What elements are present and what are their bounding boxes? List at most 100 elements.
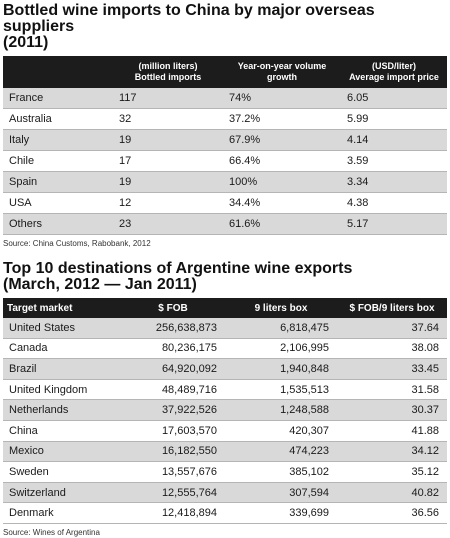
imports-cell-growth: 61.6%	[223, 213, 341, 235]
imports-cell-volume: 17	[113, 150, 223, 172]
exports-cell-fob-per-box: 30.37	[337, 399, 447, 421]
imports-cell-growth: 74%	[223, 88, 341, 109]
imports-cell-volume: 117	[113, 88, 223, 109]
exports-cell-fob-per-box: 36.56	[337, 502, 447, 524]
exports-cell-boxes: 6,818,475	[225, 318, 337, 339]
imports-row: USA 12 34.4% 4.38	[3, 192, 447, 214]
exports-cell-fob-per-box: 34.12	[337, 441, 447, 463]
exports-source: Source: Wines of Argentina	[3, 527, 100, 537]
exports-cell-market: United Kingdom	[3, 379, 121, 401]
imports-cell-price: 6.05	[341, 88, 447, 109]
imports-row: Australia 32 37.2% 5.99	[3, 108, 447, 130]
imports-row: Chile 17 66.4% 3.59	[3, 150, 447, 172]
imports-cell-price: 4.14	[341, 129, 447, 151]
exports-cell-fob-per-box: 35.12	[337, 461, 447, 483]
exports-cell-fob: 12,555,764	[121, 482, 225, 504]
imports-cell-price: 5.99	[341, 108, 447, 130]
exports-cell-market: Brazil	[3, 358, 121, 380]
imports-row: France 117 74% 6.05	[3, 88, 447, 109]
exports-cell-fob-per-box: 41.88	[337, 420, 447, 442]
exports-row: Brazil 64,920,092 1,940,848 33.45	[3, 358, 447, 380]
exports-title-line2: (March, 2012 — Jan 2011)	[3, 276, 197, 293]
exports-cell-fob: 17,603,570	[121, 420, 225, 442]
imports-header-growth-line2: growth	[267, 72, 297, 82]
imports-cell-country: Chile	[3, 150, 113, 172]
exports-row: China 17,603,570 420,307 41.88	[3, 420, 447, 442]
imports-header-price-unit: (USD/liter)	[371, 61, 416, 71]
imports-cell-price: 3.34	[341, 171, 447, 193]
imports-cell-country: USA	[3, 192, 113, 214]
exports-cell-market: Switzerland	[3, 482, 121, 504]
imports-cell-growth: 100%	[223, 171, 341, 193]
exports-cell-boxes: 474,223	[225, 441, 337, 463]
exports-header-fob: $ FOB	[158, 302, 188, 314]
imports-cell-price: 5.17	[341, 213, 447, 235]
imports-title-line2: (2011)	[3, 34, 49, 51]
exports-row: Mexico 16,182,550 474,223 34.12	[3, 441, 447, 463]
exports-cell-fob: 13,557,676	[121, 461, 225, 483]
imports-cell-country: Spain	[3, 171, 113, 193]
imports-title: Bottled wine imports to China by major o…	[3, 3, 447, 51]
imports-cell-volume: 12	[113, 192, 223, 214]
imports-header-row: (million liters) Bottled imports Year-on…	[3, 56, 447, 88]
imports-cell-growth: 66.4%	[223, 150, 341, 172]
exports-cell-fob-per-box: 38.08	[337, 338, 447, 360]
exports-title: Top 10 destinations of Argentine wine ex…	[3, 261, 447, 293]
exports-cell-boxes: 307,594	[225, 482, 337, 504]
exports-cell-boxes: 339,699	[225, 502, 337, 524]
exports-row: United States 256,638,873 6,818,475 37.64	[3, 318, 447, 339]
exports-cell-market: Netherlands	[3, 399, 121, 421]
exports-cell-fob-per-box: 37.64	[337, 318, 447, 339]
imports-cell-country: Others	[3, 213, 113, 235]
imports-header-volume-unit: (million liters)	[138, 61, 198, 71]
exports-cell-market: United States	[3, 318, 121, 339]
exports-title-line1: Top 10 destinations of Argentine wine ex…	[3, 260, 353, 277]
imports-cell-volume: 19	[113, 129, 223, 151]
imports-cell-price: 4.38	[341, 192, 447, 214]
imports-header-volume-label: Bottled imports	[134, 72, 202, 82]
exports-table: Target market $ FOB 9 liters box $ FOB/9…	[3, 298, 447, 524]
imports-row: Spain 19 100% 3.34	[3, 171, 447, 193]
exports-cell-fob: 37,922,526	[121, 399, 225, 421]
exports-cell-fob: 256,638,873	[121, 318, 225, 339]
imports-cell-price: 3.59	[341, 150, 447, 172]
exports-cell-fob: 48,489,716	[121, 379, 225, 401]
imports-cell-country: Australia	[3, 108, 113, 130]
exports-cell-market: Canada	[3, 338, 121, 360]
imports-row: Others 23 61.6% 5.17	[3, 213, 447, 235]
imports-header-growth: Year-on-year volume growth	[223, 56, 341, 88]
exports-cell-market: Mexico	[3, 441, 121, 463]
exports-row: Netherlands 37,922,526 1,248,588 30.37	[3, 399, 447, 421]
exports-row: Sweden 13,557,676 385,102 35.12	[3, 461, 447, 483]
imports-header-volume: (million liters) Bottled imports	[113, 56, 223, 88]
exports-header-boxes: 9 liters box	[254, 302, 308, 314]
exports-cell-fob: 64,920,092	[121, 358, 225, 380]
exports-row: Denmark 12,418,894 339,699 36.56	[3, 502, 447, 524]
imports-title-line1: Bottled wine imports to China by major o…	[3, 2, 375, 35]
imports-header-price-label: Average import price	[349, 72, 439, 82]
exports-cell-fob: 16,182,550	[121, 441, 225, 463]
imports-cell-growth: 37.2%	[223, 108, 341, 130]
exports-cell-boxes: 2,106,995	[225, 338, 337, 360]
exports-row: Switzerland 12,555,764 307,594 40.82	[3, 482, 447, 504]
exports-row: United Kingdom 48,489,716 1,535,513 31.58	[3, 379, 447, 401]
imports-header-country	[3, 56, 113, 88]
exports-cell-market: China	[3, 420, 121, 442]
exports-cell-boxes: 1,248,588	[225, 399, 337, 421]
imports-source: Source: China Customs, Rabobank, 2012	[3, 239, 151, 248]
exports-header-row: Target market $ FOB 9 liters box $ FOB/9…	[3, 298, 447, 318]
exports-cell-fob: 80,236,175	[121, 338, 225, 360]
imports-cell-country: Italy	[3, 129, 113, 151]
exports-cell-fob-per-box: 40.82	[337, 482, 447, 504]
exports-row: Canada 80,236,175 2,106,995 38.08	[3, 338, 447, 360]
exports-cell-boxes: 420,307	[225, 420, 337, 442]
imports-header-price: (USD/liter) Average import price	[341, 56, 447, 88]
exports-cell-boxes: 1,940,848	[225, 358, 337, 380]
imports-cell-volume: 23	[113, 213, 223, 235]
imports-cell-growth: 34.4%	[223, 192, 341, 214]
exports-cell-boxes: 385,102	[225, 461, 337, 483]
imports-header-growth-line1: Year-on-year volume	[237, 61, 327, 71]
exports-cell-fob: 12,418,894	[121, 502, 225, 524]
exports-cell-market: Denmark	[3, 502, 121, 524]
